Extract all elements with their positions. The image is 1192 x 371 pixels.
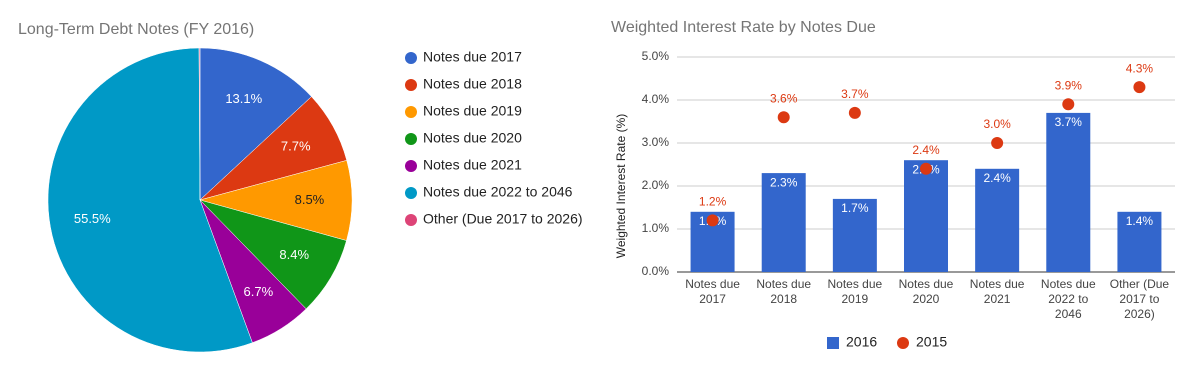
x-tick-label: Notes due 2021: [970, 277, 1025, 306]
bar: [975, 168, 1020, 272]
bar: [832, 198, 877, 272]
bar: [761, 173, 806, 272]
y-tick-label: 3.0%: [642, 135, 670, 149]
bar-value-label: 2.3%: [770, 175, 798, 189]
point-value-label: 3.9%: [1055, 78, 1083, 92]
legend-swatch: [405, 133, 417, 145]
legend-label: Notes due 2019: [423, 103, 522, 119]
pie-slice: [47, 47, 253, 353]
point-value-label: 3.0%: [983, 117, 1011, 131]
y-tick-label: 4.0%: [642, 92, 670, 106]
legend-label: 2016: [846, 334, 877, 350]
legend-swatch: [405, 79, 417, 91]
legend-label: 2015: [916, 334, 947, 350]
slice-label: 8.5%: [295, 192, 325, 207]
bar-title: Weighted Interest Rate by Notes Due: [611, 19, 876, 36]
bar: [904, 160, 948, 272]
legend-label: Notes due 2017: [423, 49, 522, 65]
point: [920, 162, 932, 175]
bar-value-label: 2.4%: [983, 171, 1011, 185]
point: [1133, 81, 1146, 94]
legend-label: Notes due 2022 to 2046: [423, 184, 573, 200]
legend-label: Other (Due 2017 to 2026): [423, 211, 583, 227]
legend-swatch: [405, 214, 417, 226]
x-tick-label: Notes due 2017: [685, 277, 740, 306]
y-tick-label: 1.0%: [642, 221, 670, 235]
x-tick-label: Notes due 2018: [756, 277, 811, 306]
legend-swatch: [405, 52, 417, 64]
point: [1062, 98, 1075, 111]
slice-label: 55.5%: [74, 211, 111, 226]
bar: [1117, 211, 1162, 272]
pie-title: Long-Term Debt Notes (FY 2016): [18, 21, 254, 38]
x-tick-label: Notes due 2019: [828, 277, 883, 306]
x-tick-label: Notes due 2022 to 2046: [1041, 277, 1096, 321]
pie-slice: [198, 47, 201, 201]
point-value-label: 4.3%: [1126, 61, 1154, 75]
point-value-label: 1.2%: [699, 195, 727, 209]
y-axis-label: Weighted Interest Rate (%): [614, 114, 628, 259]
legend-swatch: [405, 106, 417, 118]
point: [991, 137, 1004, 149]
legend-label: Notes due 2020: [423, 130, 522, 146]
point-value-label: 3.6%: [770, 91, 798, 105]
bar-value-label: 1.4%: [1126, 214, 1154, 228]
y-tick-label: 2.0%: [642, 178, 670, 192]
x-tick-label: Other (Due 2017 to 2026): [1110, 277, 1170, 321]
point: [848, 106, 861, 119]
bar-value-label: 1.7%: [841, 201, 869, 215]
legend-swatch: [405, 160, 417, 172]
legend-swatch: [897, 337, 909, 349]
legend-swatch: [405, 187, 417, 199]
pie-slice: [199, 47, 312, 201]
point-value-label: 2.4%: [912, 143, 940, 157]
y-tick-label: 0.0%: [642, 264, 670, 278]
point: [777, 111, 790, 124]
point: [706, 214, 719, 227]
point-value-label: 3.7%: [841, 87, 869, 101]
legend-swatch: [827, 337, 839, 349]
bar-value-label: 3.7%: [1055, 115, 1083, 129]
slice-label: 13.1%: [225, 91, 262, 106]
x-tick-label: Notes due 2020: [899, 277, 954, 306]
slice-label: 6.7%: [244, 284, 274, 299]
legend-label: Notes due 2018: [423, 76, 522, 92]
bar: [1046, 112, 1091, 273]
slice-label: 7.7%: [281, 138, 311, 153]
legend-label: Notes due 2021: [423, 157, 522, 173]
y-tick-label: 5.0%: [642, 49, 670, 63]
slice-label: 8.4%: [279, 247, 309, 262]
